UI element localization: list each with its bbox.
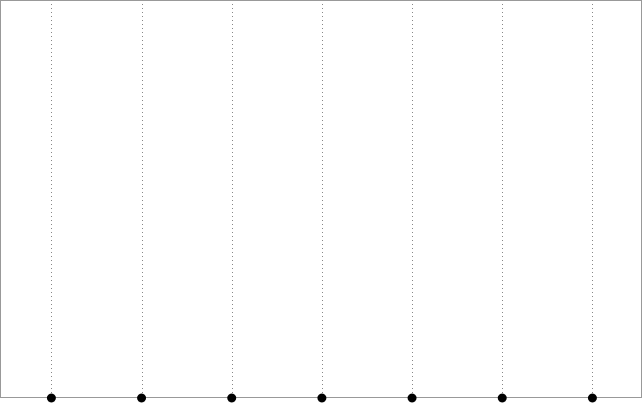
data-point-2 [137, 393, 147, 403]
data-point-6 [497, 393, 507, 403]
data-point-3 [227, 393, 237, 403]
data-point-5 [407, 393, 417, 403]
data-points [46, 393, 597, 403]
data-point-1 [46, 393, 56, 403]
data-point-4 [317, 393, 327, 403]
grid-lines [51, 0, 593, 398]
data-point-7 [587, 393, 597, 403]
